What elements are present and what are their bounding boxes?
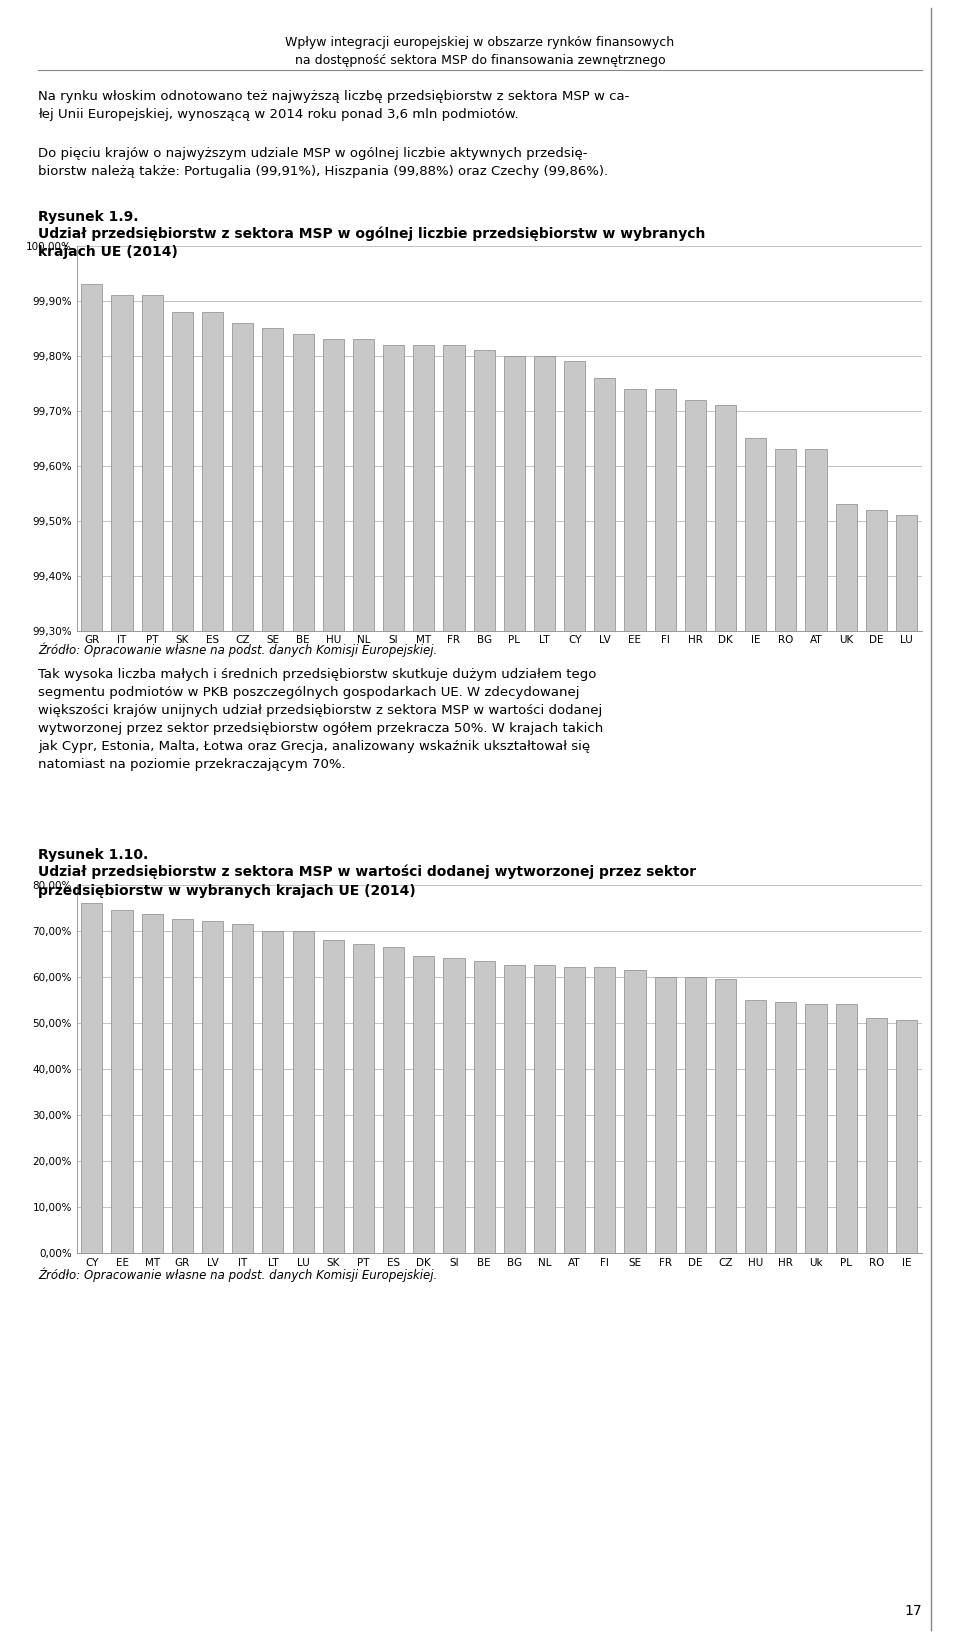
Bar [896, 514, 917, 1638]
Bar [835, 1004, 856, 1253]
Bar [142, 914, 163, 1253]
Bar [655, 976, 676, 1253]
Bar [835, 505, 856, 1638]
Bar [262, 328, 283, 1638]
Bar [444, 344, 465, 1638]
Text: Do pięciu krajów o najwyższym udziale MSP w ogólnej liczbie aktywnych przedsię-
: Do pięciu krajów o najwyższym udziale MS… [38, 147, 609, 179]
Bar [534, 355, 555, 1638]
Bar [504, 965, 525, 1253]
Bar [172, 311, 193, 1638]
Bar [745, 439, 766, 1638]
Bar [232, 323, 253, 1638]
Bar [534, 965, 555, 1253]
Bar [776, 449, 797, 1638]
Bar [745, 999, 766, 1253]
Bar [776, 1002, 797, 1253]
Bar [896, 1020, 917, 1253]
Bar [594, 968, 615, 1253]
Bar [715, 980, 736, 1253]
Bar [262, 930, 283, 1253]
Text: 17: 17 [904, 1604, 922, 1618]
Bar [684, 400, 706, 1638]
Bar [624, 388, 645, 1638]
Bar [111, 295, 132, 1638]
Bar [353, 339, 374, 1638]
Bar [504, 355, 525, 1638]
Text: Udział przedsiębiorstw z sektora MSP w wartości dodanej wytworzonej przez sektor: Udział przedsiębiorstw z sektora MSP w w… [38, 865, 697, 898]
Bar [293, 334, 314, 1638]
Bar [473, 351, 494, 1638]
Bar [413, 344, 434, 1638]
Bar [82, 903, 103, 1253]
Bar [473, 960, 494, 1253]
Bar [564, 360, 586, 1638]
Text: Wpływ integracji europejskiej w obszarze rynków finansowych: Wpływ integracji europejskiej w obszarze… [285, 36, 675, 49]
Bar [82, 283, 103, 1638]
Bar [564, 968, 586, 1253]
Bar [202, 311, 223, 1638]
Bar [383, 947, 404, 1253]
Bar [866, 1019, 887, 1253]
Bar [232, 924, 253, 1253]
Bar [805, 449, 827, 1638]
Bar [866, 509, 887, 1638]
Bar [202, 921, 223, 1253]
Bar [323, 940, 344, 1253]
Text: Na rynku włoskim odnotowano też najwyższą liczbę przedsiębiorstw z sektora MSP w: Na rynku włoskim odnotowano też najwyższ… [38, 90, 630, 121]
Text: na dostępność sektora MSP do finansowania zewnętrznego: na dostępność sektora MSP do finansowani… [295, 54, 665, 67]
Text: Rysunek 1.10.: Rysunek 1.10. [38, 848, 149, 863]
Bar [594, 378, 615, 1638]
Text: Rysunek 1.9.: Rysunek 1.9. [38, 210, 139, 224]
Text: Tak wysoka liczba małych i średnich przedsiębiorstw skutkuje dużym udziałem tego: Tak wysoka liczba małych i średnich prze… [38, 668, 604, 771]
Bar [111, 909, 132, 1253]
Text: Źródło: Opracowanie własne na podst. danych Komisji Europejskiej.: Źródło: Opracowanie własne na podst. dan… [38, 1268, 438, 1283]
Bar [805, 1004, 827, 1253]
Bar [142, 295, 163, 1638]
Bar [684, 976, 706, 1253]
Text: Udział przedsiębiorstw z sektora MSP w ogólnej liczbie przedsiębiorstw w wybrany: Udział przedsiębiorstw z sektora MSP w o… [38, 226, 706, 259]
Bar [293, 930, 314, 1253]
Bar [323, 339, 344, 1638]
Bar [383, 344, 404, 1638]
Bar [444, 958, 465, 1253]
Bar [715, 405, 736, 1638]
Bar [413, 957, 434, 1253]
Bar [655, 388, 676, 1638]
Bar [624, 970, 645, 1253]
Bar [353, 945, 374, 1253]
Bar [172, 919, 193, 1253]
Text: Źródło: Opracowanie własne na podst. danych Komisji Europejskiej.: Źródło: Opracowanie własne na podst. dan… [38, 642, 438, 657]
